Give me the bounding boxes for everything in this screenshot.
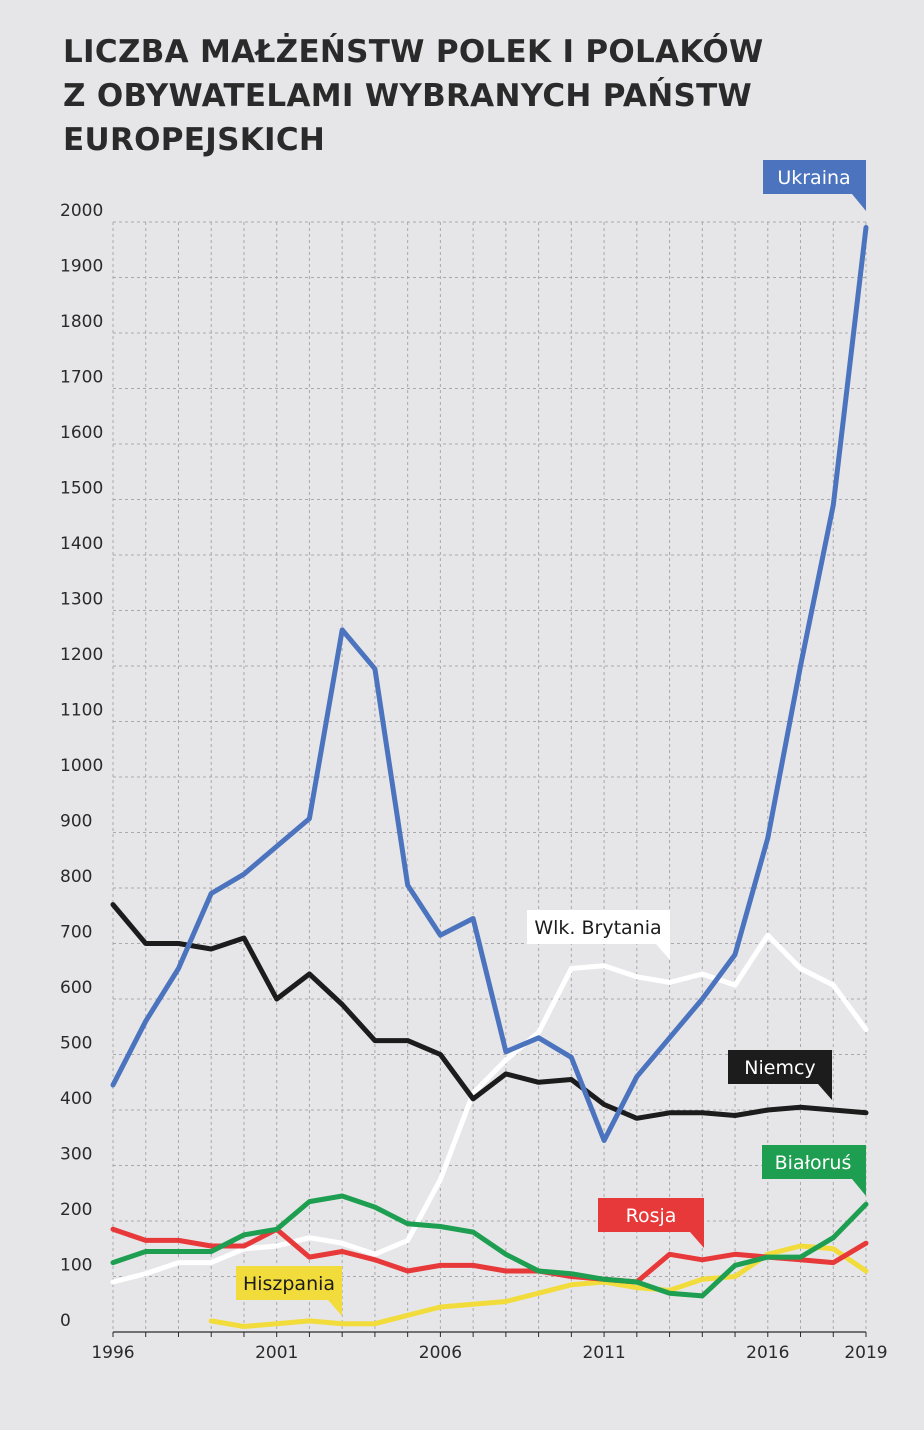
- series-line-niemcy: [110, 902, 869, 1121]
- label-niemcy: Niemcy: [728, 1050, 832, 1100]
- y-tick-label: 1800: [60, 312, 103, 332]
- y-tick-label: 1200: [60, 645, 103, 665]
- x-tick-label: 2016: [746, 1343, 789, 1363]
- label-hiszpania: Hiszpania: [236, 1266, 342, 1316]
- y-tick-label: 1600: [60, 423, 103, 443]
- y-tick-label: 600: [60, 978, 92, 998]
- series-line-bia-oru-: [110, 1193, 869, 1299]
- x-tick-label: 2011: [582, 1343, 625, 1363]
- label-niemcy-box: [728, 1050, 832, 1100]
- y-tick-label: 1300: [60, 590, 103, 610]
- y-tick-label: 0: [60, 1311, 71, 1331]
- label-wlk-brytania-text: Wlk. Brytania: [534, 917, 661, 939]
- label-ukraina-box: [763, 160, 866, 211]
- label-niemcy-text: Niemcy: [744, 1057, 815, 1079]
- chart-title-line-3: EUROPEJSKICH: [63, 122, 326, 158]
- series-lines: [110, 225, 869, 1329]
- x-tick-label: 2001: [255, 1343, 298, 1363]
- y-tick-label: 1400: [60, 534, 103, 554]
- chart-title-line-1: LICZBA MAŁŻEŃSTW POLEK I POLAKÓW: [63, 34, 764, 70]
- y-tick-label: 1000: [60, 756, 103, 776]
- label-wlk-brytania-box: [527, 910, 670, 960]
- y-tick-label: 1700: [60, 368, 103, 388]
- chart-title: LICZBA MAŁŻEŃSTW POLEK I POLAKÓW Z OBYWA…: [63, 30, 883, 162]
- label-wlk-brytania: Wlk. Brytania: [527, 910, 670, 960]
- y-tick-label: 400: [60, 1089, 92, 1109]
- y-tick-label: 2000: [60, 201, 103, 221]
- series-line-wlk-brytania: [110, 932, 869, 1285]
- grid: [112, 221, 867, 1333]
- label-bialorus-box: [762, 1145, 866, 1196]
- x-tick-label: 2006: [419, 1343, 462, 1363]
- label-ukraina-text: Ukraina: [777, 167, 850, 189]
- label-bialorus: Białoruś: [762, 1145, 866, 1196]
- x-tick-label: 1996: [91, 1343, 134, 1363]
- label-rosja: Rosja: [598, 1198, 704, 1248]
- y-tick-label: 500: [60, 1034, 92, 1054]
- y-tick-label: 900: [60, 812, 92, 832]
- x-tick-label: 2019: [844, 1343, 887, 1363]
- chart-title-line-2: Z OBYWATELAMI WYBRANYCH PAŃSTW: [63, 78, 753, 114]
- series-line-rosja: [110, 1226, 869, 1285]
- y-tick-label: 1900: [60, 257, 103, 277]
- y-tick-label: 300: [60, 1145, 92, 1165]
- y-tick-label: 1100: [60, 701, 103, 721]
- label-rosja-text: Rosja: [626, 1205, 677, 1227]
- label-ukraina: Ukraina: [763, 160, 866, 211]
- label-bialorus-text: Białoruś: [775, 1152, 852, 1174]
- y-tick-label: 1500: [60, 479, 103, 499]
- y-tick-label: 200: [60, 1200, 92, 1220]
- series-line-ukraina: [110, 225, 869, 1143]
- y-tick-label: 800: [60, 867, 92, 887]
- label-hiszpania-box: [236, 1266, 342, 1316]
- label-hiszpania-text: Hiszpania: [243, 1273, 335, 1295]
- axes: 0 100 200 300 400 500 600 700 800 900 1000 1100 1200…: [60, 201, 888, 1363]
- y-tick-label: 100: [60, 1256, 92, 1276]
- label-rosja-box: [598, 1198, 704, 1248]
- y-tick-label: 700: [60, 923, 92, 943]
